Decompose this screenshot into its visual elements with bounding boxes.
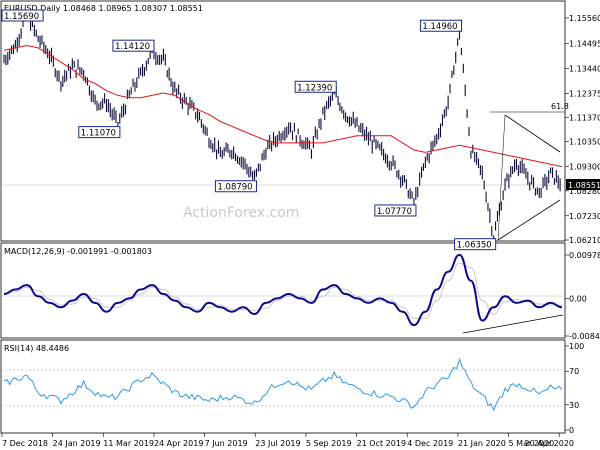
macd-title: MACD(12,26,9) -0.001991 -0.001803: [4, 247, 152, 256]
date-tick-label: 11 Mar 2019: [103, 439, 154, 448]
rsi-panel-frame: [0, 339, 566, 434]
date-axis: 7 Dec 2018 24 Jan 2019 11 Mar 2019 24 Apr 2…: [1, 433, 574, 448]
date-tick-label: 4 Dec 2019: [407, 439, 453, 448]
macd-signal-line: [3, 262, 562, 319]
price-tick-label: 1.15560: [569, 14, 600, 23]
triangle-left-edge: [497, 114, 506, 241]
rsi-tick-label: 70: [569, 367, 579, 376]
moving-average-line: [3, 44, 563, 168]
price-annotation: 1.12390: [294, 80, 337, 93]
triangle-upper-trendline: [504, 114, 561, 153]
rsi-title: RSI(14) 48.4486: [4, 344, 69, 353]
macd-tick-label: 0.00978: [569, 251, 600, 260]
price-annotation-label: 1.08790: [217, 183, 252, 193]
price-tick-label: 1.07230: [569, 212, 600, 221]
rsi-tick-label: 0: [569, 426, 574, 435]
price-annotation: 1.14120: [112, 39, 155, 52]
price-annotation-label: 1.14960: [422, 22, 457, 32]
macd-axis: 0.00978 0.00 -0.008464: [565, 251, 600, 341]
price-annotation: 1.06350: [454, 238, 497, 251]
price-annotation-box: [419, 19, 463, 32]
rsi-axis: 100 70 30 0: [565, 342, 584, 435]
price-annotation-label: 1.15690: [4, 12, 39, 22]
price-annotation: 1.07770: [374, 204, 417, 217]
price-tick-label: 1.11370: [569, 113, 600, 122]
price-axis: 1.15560 1.14495 1.13440 1.12375 1.11370 1.103…: [565, 14, 600, 245]
price-tick-label: 1.06210: [569, 236, 600, 245]
price-tick-label: 1.12375: [569, 90, 600, 99]
price-panel-frame: [0, 0, 566, 242]
triangle-lower-trendline: [497, 199, 561, 241]
price-annotation-label: 1.11070: [81, 129, 116, 139]
price-annotation-box: [1, 9, 44, 22]
date-tick-label: 7 Jun 2019: [205, 439, 248, 448]
date-tick-label: 24 Apr 2019: [154, 439, 203, 448]
macd-line: [3, 253, 563, 327]
price-annotations: 1.15690 1.14120 1.11070 1.12390 1.08790 1.149…: [1, 9, 497, 251]
macd-tick-label: -0.008464: [569, 332, 600, 341]
date-tick-label: 23 Jul 2019: [255, 439, 300, 448]
date-tick-label: 5 Sep 2019: [306, 439, 352, 448]
current-price-tag: [566, 179, 600, 190]
date-tick-label: 24 Jan 2019: [53, 439, 101, 448]
price-tick-label: 1.08280: [569, 187, 600, 196]
symbol-header: EURUSD,Daily 1.08468 1.08965 1.08307 1.0…: [4, 4, 203, 13]
watermark: ActionForex.com: [183, 205, 299, 221]
date-tick-label: 21 Oct 2019: [357, 439, 406, 448]
price-annotation-label: 1.12390: [297, 83, 332, 93]
rsi-line: [3, 357, 563, 412]
fib-label: 61.8: [551, 102, 569, 111]
price-annotation-box: [454, 238, 497, 251]
macd-tick-label: 0.00: [569, 294, 587, 303]
price-annotation-label: 1.14120: [115, 42, 150, 52]
date-tick-label: 7 Dec 2018: [2, 439, 48, 448]
price-tick-label: 1.10350: [569, 138, 600, 147]
price-annotation: 1.08790: [214, 180, 258, 193]
price-annotation-box: [78, 126, 121, 139]
rsi-tick-label: 30: [569, 401, 579, 410]
macd-trendline: [462, 314, 564, 334]
price-tick-label: 1.09300: [569, 163, 600, 172]
price-annotation: 1.15690: [1, 9, 44, 22]
price-annotation-box: [214, 180, 258, 193]
price-tick-label: 1.14495: [569, 39, 600, 48]
price-annotation: 1.11070: [78, 126, 121, 139]
date-tick-label: 5 Mar 2020: [509, 439, 555, 448]
macd-panel-frame: [0, 242, 566, 339]
price-tick-label: 1.13440: [569, 64, 600, 73]
price-annotation: 1.14960: [419, 19, 463, 32]
price-annotation-label: 1.07770: [377, 207, 412, 217]
date-tick-label: 21 Jan 2020: [458, 439, 506, 448]
price-annotation-box: [374, 204, 417, 217]
current-price-value: 1.08551: [568, 181, 600, 190]
price-annotation-box: [112, 39, 155, 52]
rsi-tick-label: 100: [569, 342, 584, 351]
price-annotation-label: 1.06350: [457, 241, 492, 251]
date-tick-label: 20 Apr 2020: [525, 439, 574, 448]
price-annotation-box: [294, 80, 337, 93]
